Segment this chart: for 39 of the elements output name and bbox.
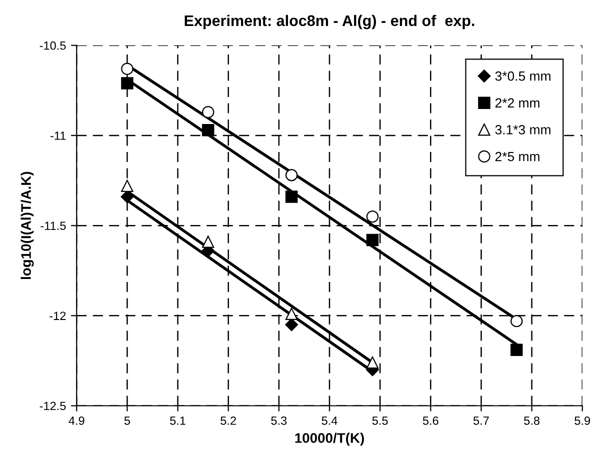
x-tick-label: 5.5	[372, 416, 388, 425]
legend-label: 2*5 mm	[495, 152, 540, 162]
y-tick-label: -10.5	[40, 41, 66, 50]
point	[202, 236, 214, 248]
point	[510, 344, 523, 356]
point	[366, 210, 379, 223]
point	[366, 234, 379, 246]
x-tick-label: 5.7	[473, 416, 489, 425]
y-tick-label: -11.5	[40, 222, 66, 230]
y-tick-label: -12.5	[40, 402, 66, 410]
chart-title: Experiment: aloc8m - Al(g) - end of exp.	[184, 14, 474, 30]
point	[510, 314, 523, 328]
point	[121, 180, 134, 192]
x-tick-label: 5.6	[422, 416, 438, 425]
y-axis-title: log10(I(Al)T/A.K)	[20, 172, 34, 279]
x-tick-label: 4.9	[68, 416, 84, 425]
legend-label: 3*0.5 mm	[495, 71, 550, 81]
point	[285, 169, 298, 182]
x-axis-title: 10000/T(K)	[295, 432, 364, 446]
y-tick-label: -12	[50, 312, 66, 320]
x-tick-label: 5.2	[220, 416, 236, 425]
point	[202, 124, 214, 136]
point	[121, 62, 134, 75]
point	[285, 190, 298, 203]
x-tick-label: 5.1	[170, 416, 186, 425]
point	[366, 356, 379, 369]
point	[285, 308, 298, 320]
legend-label: 2*2 mm	[495, 98, 540, 108]
x-tick-label: 5.9	[574, 416, 590, 425]
point	[285, 318, 298, 332]
y-tick-label: -11	[50, 132, 66, 140]
x-tick-label: 5.8	[524, 416, 540, 425]
x-tick-label: 5.4	[322, 416, 338, 425]
x-tick-label: 5.3	[271, 416, 287, 425]
point	[120, 190, 134, 204]
point	[202, 106, 214, 118]
point	[121, 77, 134, 90]
legend-label: 3.1*3 mm	[495, 125, 550, 134]
x-tick-label: 5	[124, 416, 130, 425]
